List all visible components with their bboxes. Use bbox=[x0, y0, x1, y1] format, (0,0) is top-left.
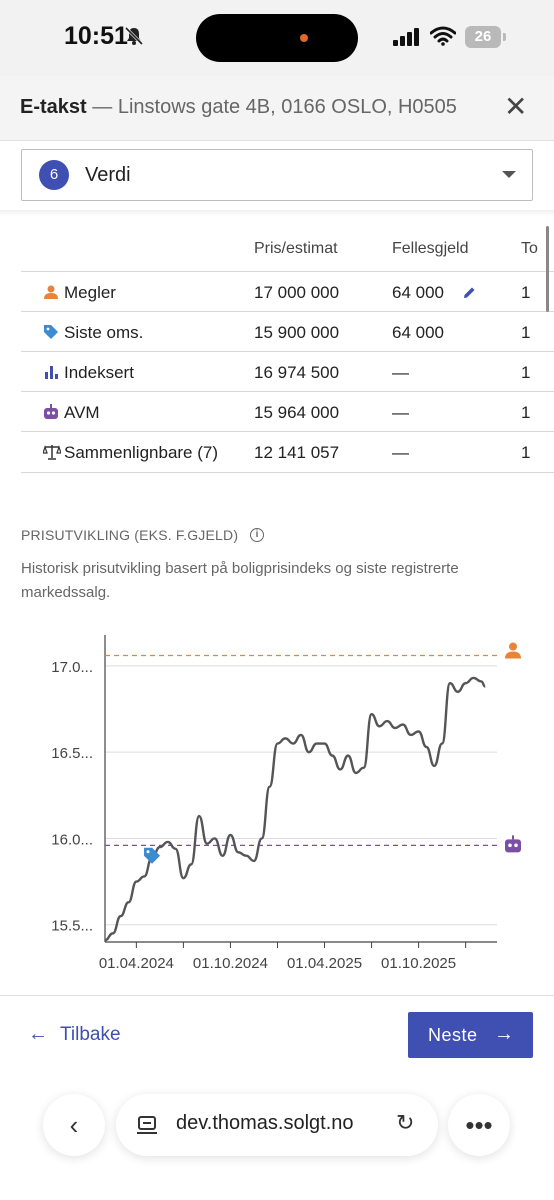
battery-tip bbox=[503, 33, 506, 41]
x-tick-label: 01.10.2025 bbox=[381, 955, 456, 972]
clock: 10:51 bbox=[64, 22, 128, 50]
y-tick-label: 16.0... bbox=[51, 831, 93, 848]
modal-header: E-takst — Linstows gate 4B, 0166 OSLO, H… bbox=[0, 76, 554, 141]
row-total: 1 bbox=[521, 363, 531, 382]
price-development-chart: 17.0... 16.5... 16.0... 15.5... 01.04.2024 01… bbox=[51, 635, 521, 972]
robot-icon-eye bbox=[508, 843, 512, 848]
back-label: Tilbake bbox=[60, 1024, 121, 1045]
robot-icon-eye bbox=[514, 843, 518, 848]
row-label: Indeksert bbox=[64, 363, 134, 382]
divider bbox=[0, 210, 554, 216]
bell-muted-icon bbox=[124, 26, 144, 46]
row-fellesgjeld: — bbox=[392, 363, 409, 382]
page-settings-icon bbox=[137, 1116, 157, 1134]
back-button[interactable]: ← Tilbake bbox=[28, 1023, 121, 1046]
table-row: AVM 15 964 000 — 1 bbox=[21, 391, 554, 432]
bar-chart-icon bbox=[45, 366, 58, 379]
section-description: Historisk prisutvikling basert på boligp… bbox=[21, 560, 459, 601]
valuation-table: Pris/estimat Fellesgjeld To Megler 17 00… bbox=[21, 226, 554, 476]
robot-icon-antenna bbox=[512, 835, 514, 840]
next-label: Neste bbox=[428, 1025, 478, 1045]
robot-icon bbox=[505, 839, 521, 853]
row-price: 17 000 000 bbox=[254, 283, 340, 302]
more-icon: ••• bbox=[465, 1110, 493, 1140]
chevron-down-icon bbox=[502, 171, 516, 178]
browser-back-button[interactable]: ‹ bbox=[43, 1094, 105, 1156]
footer-divider bbox=[0, 995, 554, 996]
step-label: Verdi bbox=[85, 164, 131, 186]
chevron-left-icon: ‹ bbox=[69, 1110, 79, 1140]
column-header-fellesgjeld: Fellesgjeld bbox=[392, 240, 469, 257]
row-total: 1 bbox=[521, 443, 531, 462]
person-icon-body bbox=[505, 651, 521, 659]
row-total: 1 bbox=[521, 323, 531, 342]
y-tick-label: 16.5... bbox=[51, 745, 93, 762]
battery-indicator: 26 bbox=[465, 26, 501, 48]
signal-icon bbox=[393, 28, 419, 46]
table-row: Indeksert 16 974 500 — 1 bbox=[21, 351, 554, 392]
row-fellesgjeld: — bbox=[392, 443, 409, 462]
edit-pencil-icon[interactable] bbox=[462, 285, 477, 300]
step-dropdown[interactable]: 6 Verdi bbox=[21, 149, 533, 201]
reload-icon[interactable]: ↻ bbox=[396, 1110, 415, 1135]
x-tick-label: 01.04.2025 bbox=[287, 955, 362, 972]
robot-icon bbox=[44, 404, 58, 419]
row-price: 16 974 500 bbox=[254, 363, 340, 382]
url-text: dev.thomas.solgt.no bbox=[176, 1112, 354, 1134]
row-fellesgjeld: 64 000 bbox=[392, 283, 444, 302]
close-icon[interactable]: ✕ bbox=[504, 91, 528, 122]
row-label: Megler bbox=[64, 283, 116, 302]
row-price: 15 900 000 bbox=[254, 323, 340, 342]
y-tick-label: 17.0... bbox=[51, 659, 93, 676]
section-title: PRISUTVIKLING (EKS. F.GJELD) bbox=[21, 527, 239, 543]
tag-icon-hole bbox=[146, 850, 150, 854]
row-total: 1 bbox=[521, 403, 531, 422]
row-label: Sammenlignbare (7) bbox=[64, 443, 219, 462]
arrow-right-icon: → bbox=[494, 1023, 514, 1045]
series-line bbox=[104, 676, 486, 942]
table-bottom-border bbox=[21, 472, 554, 473]
dynamic-island bbox=[196, 14, 358, 62]
browser-more-button[interactable]: ••• bbox=[448, 1094, 510, 1156]
x-tick-label: 01.04.2024 bbox=[99, 955, 174, 972]
row-price: 12 141 057 bbox=[254, 443, 340, 462]
step-number-badge: 6 bbox=[39, 160, 69, 190]
row-total: 1 bbox=[521, 283, 531, 302]
next-button[interactable]: Neste → bbox=[408, 1012, 533, 1058]
modal-title: E-takst — Linstows gate 4B, 0166 OSLO, H… bbox=[20, 96, 457, 119]
title-address: — Linstows gate 4B, 0166 OSLO, H0505 bbox=[92, 96, 457, 118]
column-header-price: Pris/estimat bbox=[254, 240, 338, 257]
y-tick-label: 15.5... bbox=[51, 918, 93, 935]
person-icon bbox=[44, 285, 58, 299]
table-row: Sammenlignbare (7) 12 141 057 — 1 bbox=[21, 431, 554, 472]
person-icon bbox=[509, 642, 517, 651]
info-icon[interactable]: i bbox=[250, 528, 264, 542]
row-price: 15 964 000 bbox=[254, 403, 340, 422]
url-bar[interactable]: dev.thomas.solgt.no ↻ bbox=[116, 1094, 438, 1156]
tag-icon bbox=[44, 325, 58, 339]
row-label: AVM bbox=[64, 403, 100, 422]
horizontal-scrollbar[interactable] bbox=[546, 226, 549, 312]
row-label: Siste oms. bbox=[64, 323, 144, 342]
arrow-left-icon: ← bbox=[28, 1023, 48, 1045]
wifi-icon bbox=[430, 26, 456, 46]
status-bar: 10:51 26 bbox=[0, 0, 554, 76]
table-row: Siste oms. 15 900 000 64 000 1 bbox=[21, 311, 554, 352]
row-fellesgjeld: 64 000 bbox=[392, 323, 444, 342]
row-fellesgjeld: — bbox=[392, 403, 409, 422]
title-main: E-takst bbox=[20, 96, 87, 118]
scale-icon bbox=[43, 445, 61, 460]
table-row: Megler 17 000 000 64 000 1 bbox=[21, 271, 554, 312]
x-tick-label: 01.10.2024 bbox=[193, 955, 268, 972]
column-header-total: To bbox=[521, 240, 538, 257]
